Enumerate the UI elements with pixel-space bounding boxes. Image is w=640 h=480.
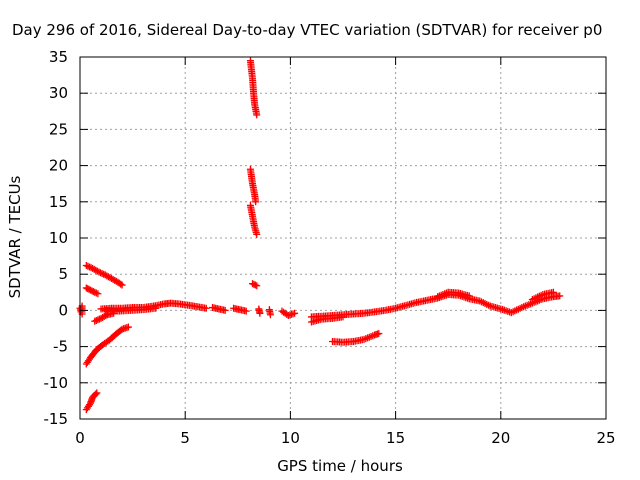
x-axis-label: GPS time / hours [277, 457, 403, 475]
x-tick-label: 25 [596, 429, 615, 447]
data-point [117, 280, 125, 288]
data-point [253, 111, 261, 119]
grid-lines [80, 57, 606, 419]
data-point [93, 389, 101, 397]
data-point [93, 267, 101, 275]
y-tick-label: 20 [49, 157, 68, 175]
data-point [202, 304, 210, 312]
data-point [84, 262, 92, 270]
data-point [251, 281, 259, 289]
x-tick-label: 20 [491, 429, 510, 447]
data-point [91, 288, 99, 296]
x-tick-label: 0 [75, 429, 85, 447]
y-tick-label: -15 [44, 410, 69, 428]
data-point [124, 323, 132, 331]
data-point [85, 401, 93, 409]
data-point [95, 268, 103, 276]
y-tick-label: 35 [49, 48, 68, 66]
data-point [291, 309, 299, 317]
y-tick-label: 5 [58, 265, 68, 283]
data-point [152, 304, 160, 312]
axes [79, 56, 607, 420]
data-point [95, 315, 103, 323]
data-point [266, 311, 274, 319]
data-point [556, 292, 564, 300]
y-tick-label: 30 [49, 84, 68, 102]
y-tick-label: 0 [58, 301, 68, 319]
data-points [76, 57, 564, 414]
data-point [82, 262, 90, 270]
y-tick-label: 25 [49, 120, 68, 138]
chart-title: Day 296 of 2016, Sidereal Day-to-day VTE… [12, 21, 602, 39]
data-point [94, 290, 102, 298]
data-point [94, 316, 102, 324]
y-tick-label: 15 [49, 193, 68, 211]
data-point [253, 230, 261, 238]
data-point [256, 309, 264, 317]
data-point [98, 269, 106, 277]
data-point [252, 198, 260, 206]
x-tick-label: 10 [281, 429, 300, 447]
data-point [92, 289, 100, 297]
data-point [91, 317, 99, 325]
y-tick-label: -10 [44, 374, 69, 392]
data-point [85, 263, 93, 271]
data-point [100, 270, 108, 278]
y-tick-labels: -15 -10 -5 0 5 10 15 20 25 30 35 [44, 48, 69, 428]
data-point [253, 282, 261, 290]
data-point [375, 330, 383, 338]
data-point [92, 317, 100, 325]
y-tick-label: 10 [49, 229, 68, 247]
data-point [97, 269, 105, 277]
y-axis-label: SDTVAR / TECUs [6, 175, 24, 298]
x-tick-label: 15 [386, 429, 405, 447]
data-point [242, 307, 250, 315]
data-point [339, 313, 347, 321]
data-point [221, 306, 229, 314]
plot-border [79, 56, 607, 420]
data-point [87, 264, 95, 272]
data-point [549, 288, 557, 296]
data-point [118, 281, 126, 289]
data-point [465, 292, 473, 300]
data-point [92, 390, 100, 398]
x-tick-label: 5 [180, 429, 190, 447]
x-tick-labels: 0 5 10 15 20 25 [75, 429, 615, 447]
y-tick-label: -5 [53, 338, 68, 356]
